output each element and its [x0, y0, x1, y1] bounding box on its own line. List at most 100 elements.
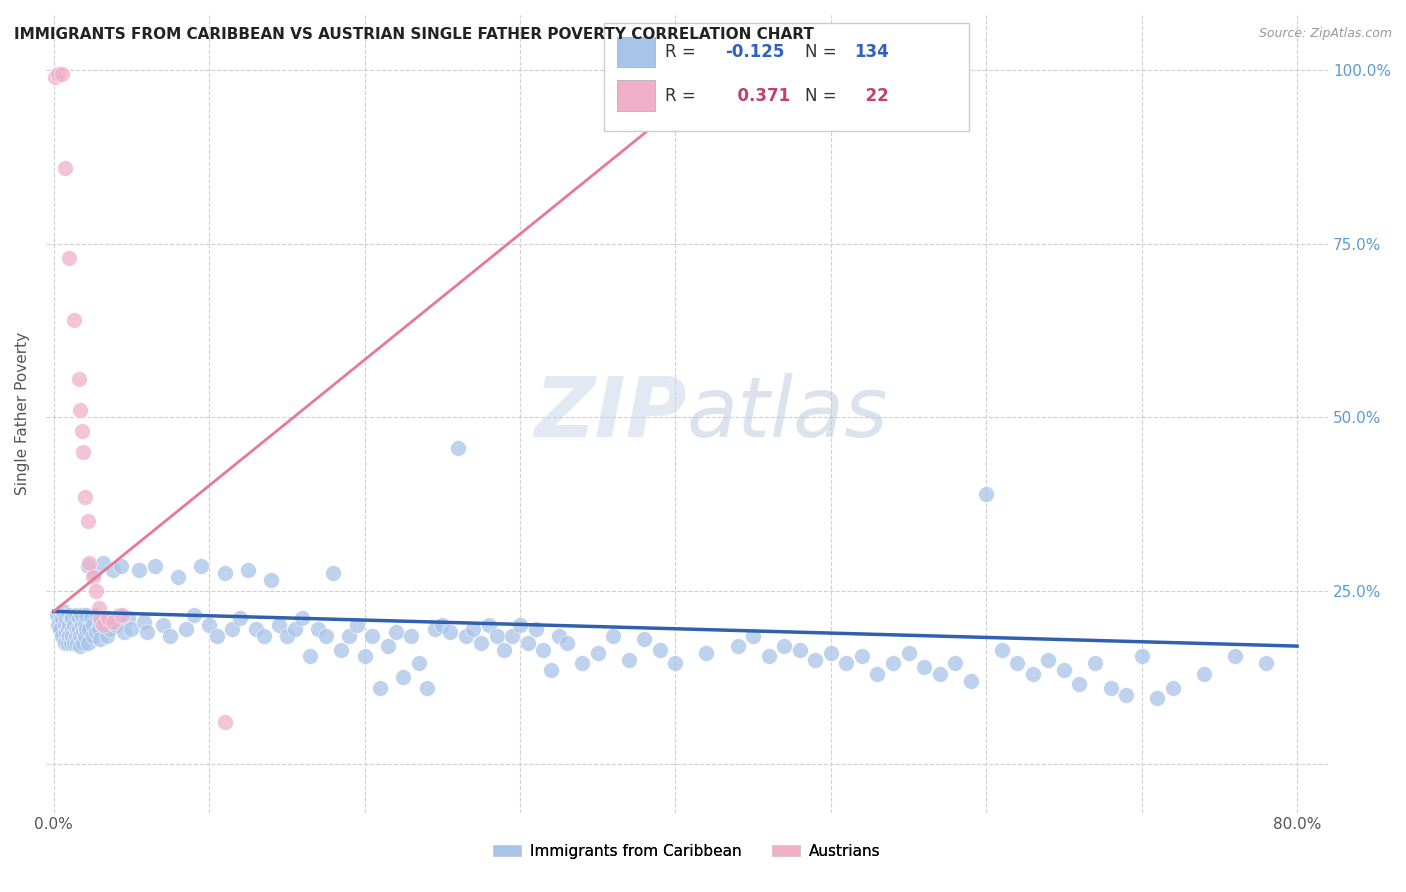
- Point: [97, 611, 120, 625]
- Point: [470, 635, 492, 649]
- Point: [93, 618, 115, 632]
- Point: [132, 615, 155, 629]
- Point: [58, 607, 80, 622]
- Point: [45, 607, 67, 622]
- Point: [229, 611, 252, 625]
- Point: [1254, 657, 1277, 671]
- Point: [245, 622, 267, 636]
- Point: [236, 563, 259, 577]
- Point: [60, 622, 83, 636]
- Point: [260, 573, 283, 587]
- Point: [912, 660, 935, 674]
- Point: [1099, 681, 1122, 695]
- FancyBboxPatch shape: [617, 37, 655, 67]
- Text: 134: 134: [853, 43, 889, 61]
- Point: [789, 642, 811, 657]
- Point: [571, 657, 593, 671]
- Point: [66, 635, 89, 649]
- Point: [974, 486, 997, 500]
- Point: [284, 622, 307, 636]
- Point: [447, 442, 470, 456]
- Point: [94, 618, 117, 632]
- Point: [322, 566, 344, 581]
- Point: [307, 622, 329, 636]
- Point: [75, 622, 97, 636]
- Point: [928, 666, 950, 681]
- Point: [72, 625, 94, 640]
- Point: [93, 556, 115, 570]
- Point: [72, 635, 94, 649]
- Point: [70, 618, 93, 632]
- Text: R =: R =: [665, 43, 702, 61]
- Point: [53, 618, 76, 632]
- Point: [58, 618, 80, 632]
- Point: [315, 629, 337, 643]
- Point: [269, 618, 291, 632]
- Point: [205, 629, 228, 643]
- Point: [48, 67, 70, 81]
- Text: -0.125: -0.125: [725, 43, 785, 61]
- Point: [1069, 677, 1091, 691]
- Point: [454, 629, 477, 643]
- Y-axis label: Single Father Poverty: Single Father Poverty: [15, 332, 30, 495]
- Point: [509, 618, 531, 632]
- Point: [943, 657, 966, 671]
- Point: [485, 629, 508, 643]
- Point: [77, 559, 100, 574]
- Point: [136, 625, 159, 640]
- Point: [79, 622, 101, 636]
- Point: [56, 622, 79, 636]
- Point: [602, 629, 624, 643]
- Text: Source: ZipAtlas.com: Source: ZipAtlas.com: [1258, 27, 1392, 40]
- Point: [52, 604, 75, 618]
- Text: atlas: atlas: [688, 373, 889, 454]
- Point: [111, 607, 134, 622]
- Text: N =: N =: [806, 43, 842, 61]
- Point: [53, 161, 76, 175]
- Point: [384, 625, 406, 640]
- Point: [69, 639, 91, 653]
- Point: [758, 649, 780, 664]
- Text: ZIP: ZIP: [534, 373, 688, 454]
- Point: [617, 653, 640, 667]
- Point: [86, 607, 108, 622]
- Point: [555, 635, 578, 649]
- Point: [77, 514, 100, 528]
- Point: [44, 70, 66, 85]
- Point: [87, 601, 110, 615]
- Point: [98, 622, 121, 636]
- Point: [183, 607, 205, 622]
- Point: [174, 622, 197, 636]
- Point: [56, 635, 79, 649]
- Point: [117, 611, 139, 625]
- Point: [664, 657, 686, 671]
- Point: [648, 642, 671, 657]
- Point: [73, 490, 96, 504]
- Point: [83, 566, 105, 581]
- Point: [1115, 688, 1137, 702]
- Point: [82, 629, 104, 643]
- Point: [1223, 649, 1246, 664]
- FancyBboxPatch shape: [603, 23, 969, 130]
- Point: [70, 607, 93, 622]
- Point: [1146, 691, 1168, 706]
- Point: [214, 715, 236, 730]
- Point: [72, 445, 94, 459]
- Point: [152, 618, 174, 632]
- Point: [291, 611, 314, 625]
- Point: [190, 559, 212, 574]
- Point: [1053, 664, 1076, 678]
- Point: [392, 670, 415, 684]
- Point: [63, 635, 86, 649]
- Point: [866, 666, 889, 681]
- Point: [773, 639, 796, 653]
- Point: [463, 622, 485, 636]
- Point: [337, 629, 360, 643]
- Point: [408, 657, 430, 671]
- Point: [101, 563, 124, 577]
- Point: [84, 583, 107, 598]
- Point: [540, 664, 562, 678]
- Point: [108, 607, 131, 622]
- Point: [51, 629, 73, 643]
- Point: [89, 611, 111, 625]
